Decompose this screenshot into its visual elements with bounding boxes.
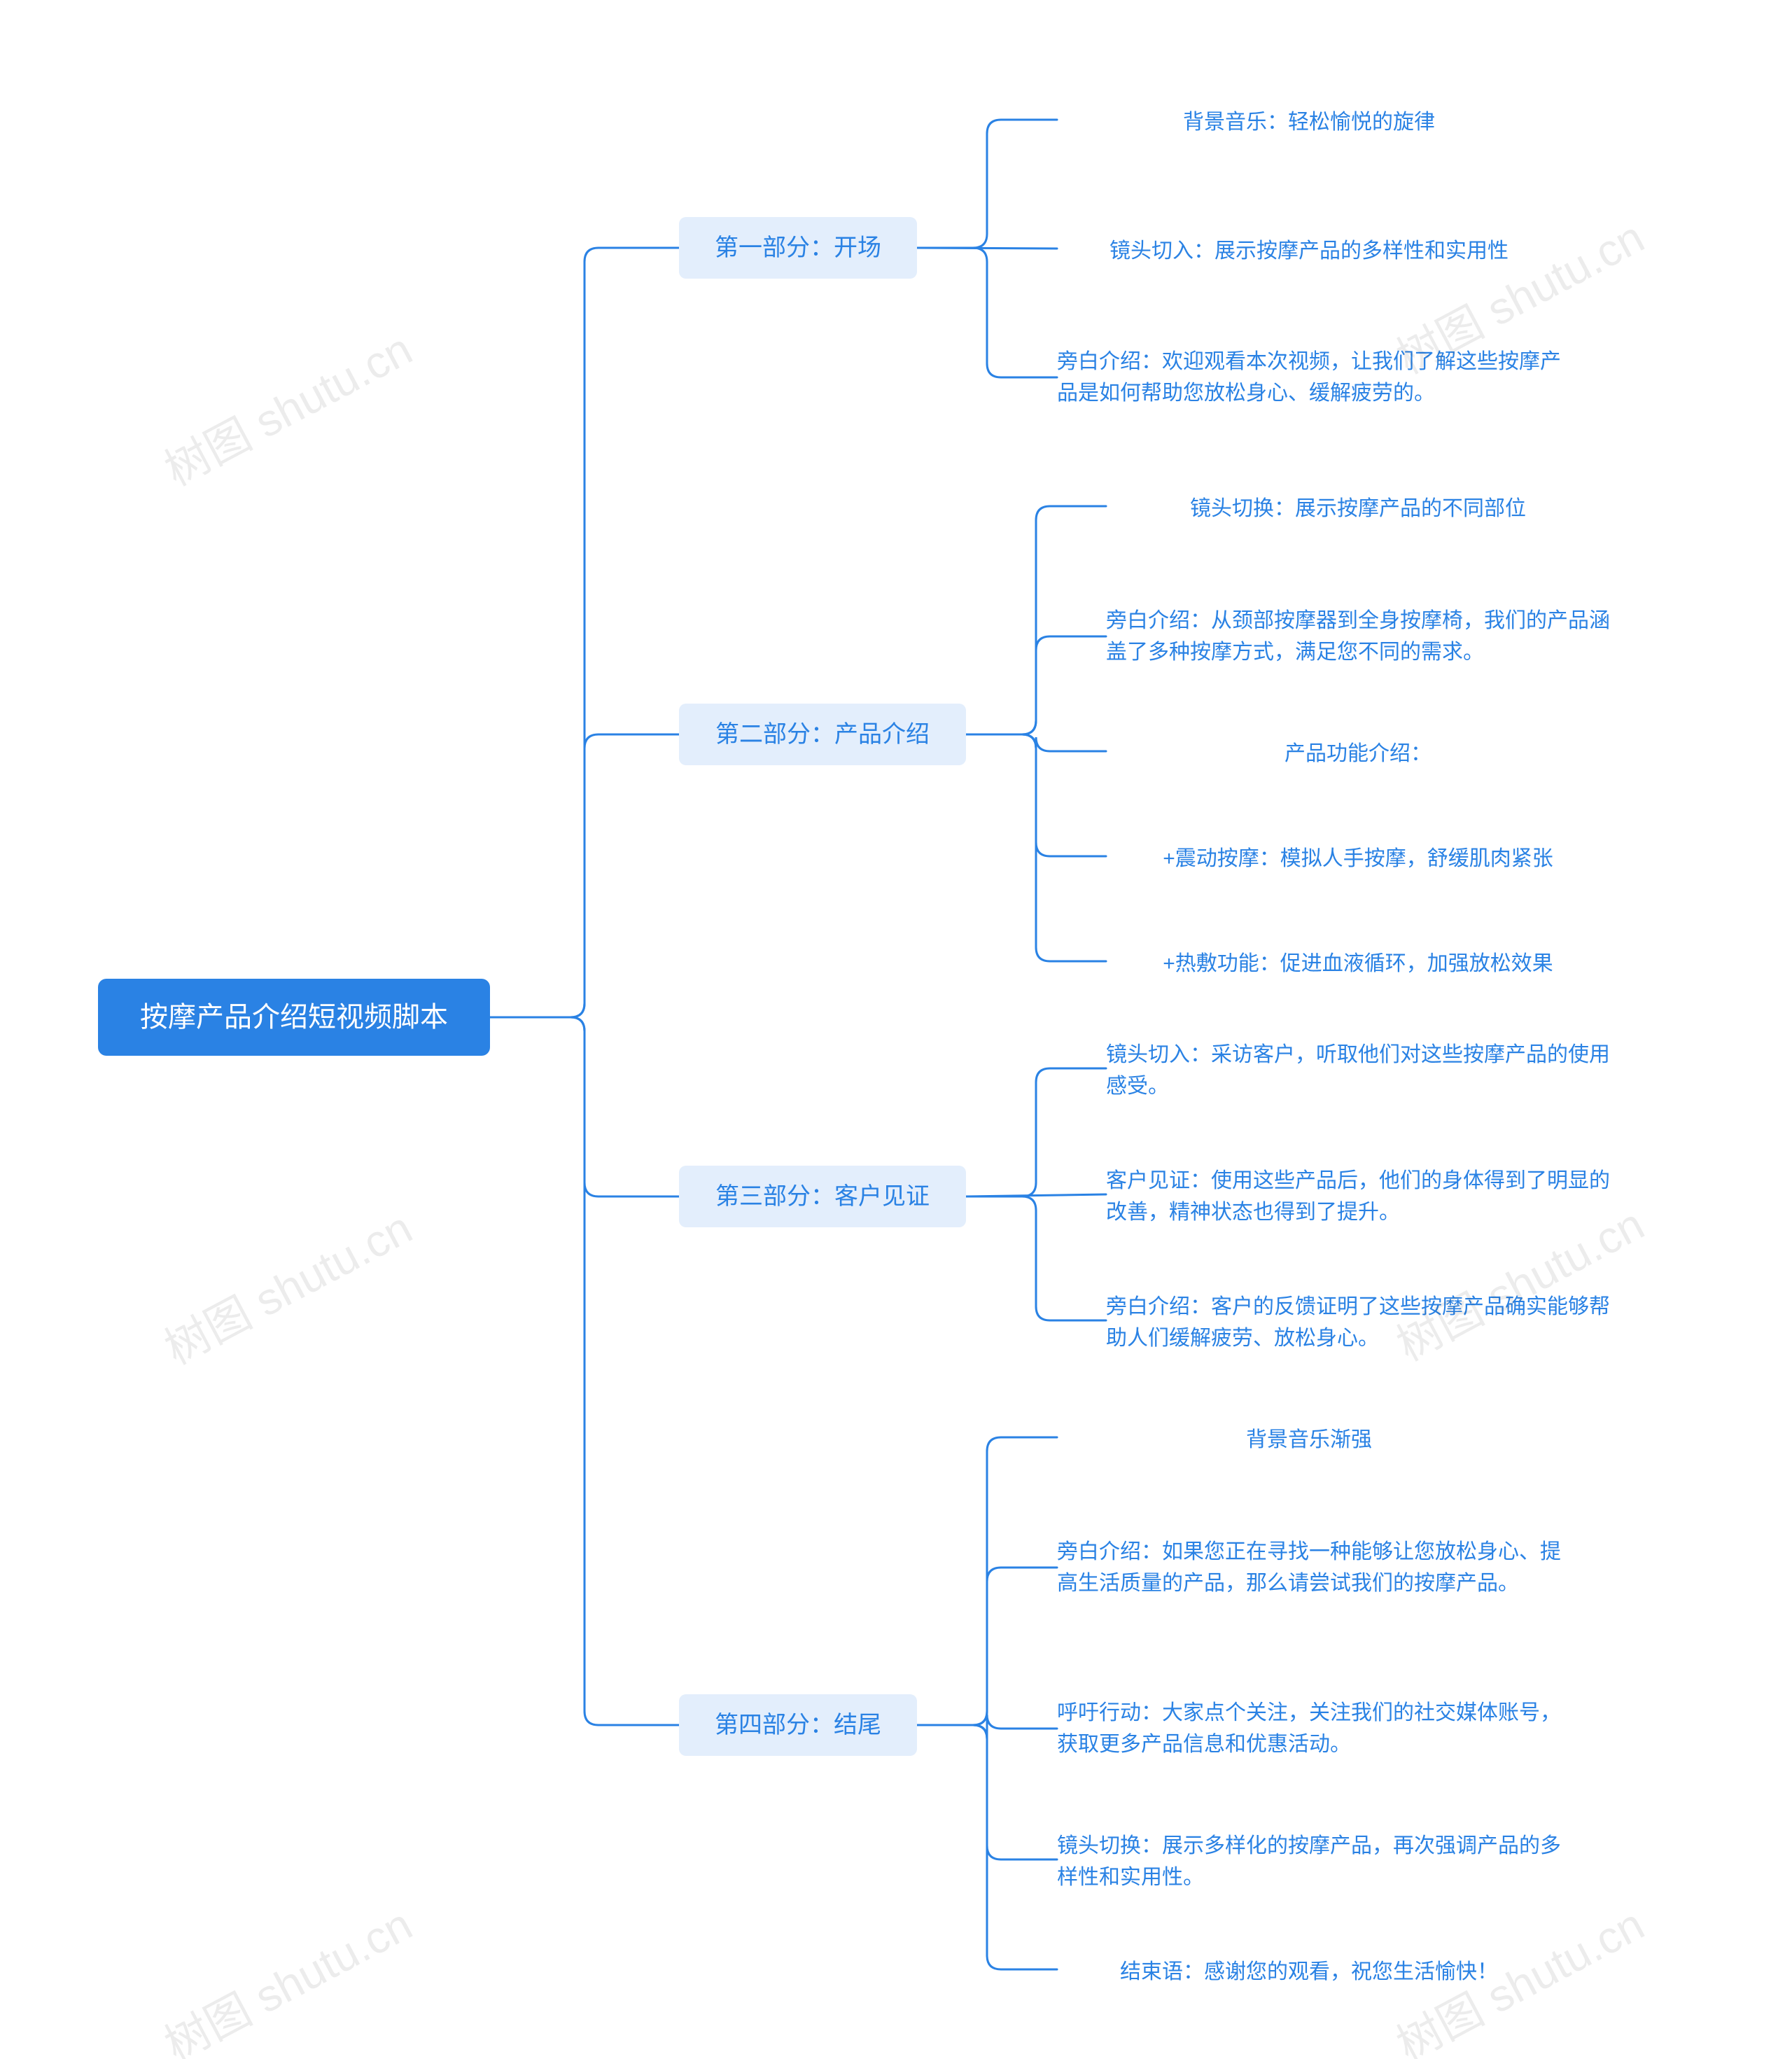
branch-node-b2[interactable]: 第二部分：产品介绍 bbox=[679, 704, 966, 765]
leaf-node-b4l4[interactable]: 镜头切换：展示多样化的按摩产品，再次强调产品的多样性和实用性。 bbox=[1057, 1827, 1561, 1896]
leaf-label: 旁白介绍：从颈部按摩器到全身按摩椅，我们的产品涵盖了多种按摩方式，满足您不同的需… bbox=[1106, 605, 1610, 668]
leaf-node-b2l4[interactable]: +震动按摩：模拟人手按摩，舒缓肌肉紧张 bbox=[1106, 840, 1610, 877]
branch-label: 第四部分：结尾 bbox=[715, 1708, 881, 1743]
leaf-node-b2l1[interactable]: 镜头切换：展示按摩产品的不同部位 bbox=[1106, 490, 1610, 527]
leaf-label: 镜头切换：展示多样化的按摩产品，再次强调产品的多样性和实用性。 bbox=[1057, 1830, 1561, 1893]
leaf-node-b1l1[interactable]: 背景音乐：轻松愉悦的旋律 bbox=[1057, 104, 1561, 141]
branch-node-b3[interactable]: 第三部分：客户见证 bbox=[679, 1166, 966, 1227]
watermark: 树图 shutu.cn bbox=[152, 1193, 422, 1377]
leaf-label: 背景音乐渐强 bbox=[1246, 1424, 1372, 1456]
leaf-node-b4l5[interactable]: 结束语：感谢您的观看，祝您生活愉快！ bbox=[1057, 1953, 1561, 1990]
leaf-node-b4l3[interactable]: 呼吁行动：大家点个关注，关注我们的社交媒体账号，获取更多产品信息和优惠活动。 bbox=[1057, 1680, 1561, 1777]
leaf-node-b4l1[interactable]: 背景音乐渐强 bbox=[1057, 1421, 1561, 1458]
leaf-label: 镜头切换：展示按摩产品的不同部位 bbox=[1190, 493, 1526, 524]
leaf-node-b3l1[interactable]: 镜头切入：采访客户，听取他们对这些按摩产品的使用感受。 bbox=[1106, 1036, 1610, 1105]
branch-label: 第三部分：客户见证 bbox=[715, 1179, 930, 1215]
leaf-label: 呼吁行动：大家点个关注，关注我们的社交媒体账号，获取更多产品信息和优惠活动。 bbox=[1057, 1697, 1561, 1760]
leaf-label: 旁白介绍：欢迎观看本次视频，让我们了解这些按摩产品是如何帮助您放松身心、缓解疲劳… bbox=[1057, 346, 1561, 409]
branch-label: 第一部分：开场 bbox=[715, 230, 881, 266]
leaf-node-b3l2[interactable]: 客户见证：使用这些产品后，他们的身体得到了明显的改善，精神状态也得到了提升。 bbox=[1106, 1162, 1610, 1231]
root-label: 按摩产品介绍短视频脚本 bbox=[140, 996, 448, 1038]
branch-node-b4[interactable]: 第四部分：结尾 bbox=[679, 1694, 917, 1756]
leaf-node-b1l3[interactable]: 旁白介绍：欢迎观看本次视频，让我们了解这些按摩产品是如何帮助您放松身心、缓解疲劳… bbox=[1057, 329, 1561, 426]
leaf-node-b3l3[interactable]: 旁白介绍：客户的反馈证明了这些按摩产品确实能够帮助人们缓解疲劳、放松身心。 bbox=[1106, 1288, 1610, 1357]
leaf-node-b2l5[interactable]: +热敷功能：促进血液循环，加强放松效果 bbox=[1106, 945, 1610, 982]
leaf-label: 镜头切入：采访客户，听取他们对这些按摩产品的使用感受。 bbox=[1106, 1039, 1610, 1102]
leaf-label: 旁白介绍：如果您正在寻找一种能够让您放松身心、提高生活质量的产品，那么请尝试我们… bbox=[1057, 1536, 1561, 1599]
root-node[interactable]: 按摩产品介绍短视频脚本 bbox=[98, 979, 490, 1056]
branch-node-b1[interactable]: 第一部分：开场 bbox=[679, 217, 917, 279]
leaf-node-b1l2[interactable]: 镜头切入：展示按摩产品的多样性和实用性 bbox=[1057, 232, 1561, 270]
leaf-label: 镜头切入：展示按摩产品的多样性和实用性 bbox=[1110, 235, 1508, 267]
mindmap-canvas: 按摩产品介绍短视频脚本 第一部分：开场 背景音乐：轻松愉悦的旋律镜头切入：展示按摩产… bbox=[0, 0, 1792, 2059]
watermark: 树图 shutu.cn bbox=[152, 314, 422, 498]
leaf-label: 旁白介绍：客户的反馈证明了这些按摩产品确实能够帮助人们缓解疲劳、放松身心。 bbox=[1106, 1291, 1610, 1354]
leaf-label: 结束语：感谢您的观看，祝您生活愉快！ bbox=[1120, 1956, 1498, 1988]
leaf-node-b4l2[interactable]: 旁白介绍：如果您正在寻找一种能够让您放松身心、提高生活质量的产品，那么请尝试我们… bbox=[1057, 1519, 1561, 1616]
leaf-node-b2l2[interactable]: 旁白介绍：从颈部按摩器到全身按摩椅，我们的产品涵盖了多种按摩方式，满足您不同的需… bbox=[1106, 588, 1610, 685]
leaf-node-b2l3[interactable]: 产品功能介绍： bbox=[1106, 735, 1610, 772]
watermark: 树图 shutu.cn bbox=[152, 1890, 422, 2059]
leaf-label: 客户见证：使用这些产品后，他们的身体得到了明显的改善，精神状态也得到了提升。 bbox=[1106, 1165, 1610, 1228]
leaf-label: +热敷功能：促进血液循环，加强放松效果 bbox=[1163, 948, 1553, 979]
branch-label: 第二部分：产品介绍 bbox=[715, 717, 930, 753]
leaf-label: 背景音乐：轻松愉悦的旋律 bbox=[1183, 106, 1435, 138]
leaf-label: 产品功能介绍： bbox=[1284, 738, 1432, 769]
leaf-label: +震动按摩：模拟人手按摩，舒缓肌肉紧张 bbox=[1163, 843, 1553, 874]
